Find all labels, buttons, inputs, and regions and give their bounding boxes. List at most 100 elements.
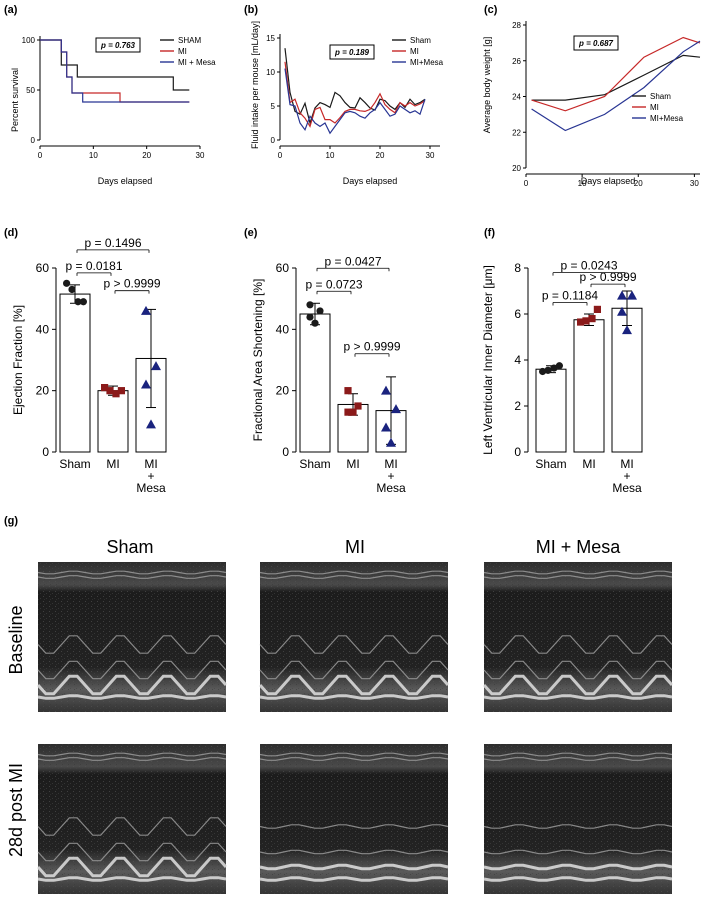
chart-f-comparison-label-1: p > 0.9999	[579, 270, 636, 284]
echo-tile-1-0-band-5	[37, 876, 227, 882]
chart-e-ytick-label: 60	[276, 261, 290, 275]
chart-b-ylabel: Fluid intake per mouse [mL/day]	[250, 21, 260, 149]
echo-tile-0-0-band-1	[37, 575, 227, 579]
chart-d-point-0-1	[68, 285, 76, 294]
echo-tile-1-1-band-5	[259, 876, 449, 882]
chart-e-point-2-3	[386, 437, 396, 447]
echo-tile-0-2-band-3	[483, 660, 673, 680]
echo-tile-0-2-band-5	[483, 694, 673, 700]
chart-e-ytick-label: 40	[276, 322, 290, 336]
echo-tile-0-2-band-0	[483, 570, 673, 575]
echo-tile-1-0-band-2	[37, 817, 227, 836]
echo-tile-0-1-band-1	[259, 575, 449, 579]
chart-a-xtick-label: 20	[142, 151, 151, 160]
echo-col-mi-mesa: MI + Mesa	[536, 537, 622, 557]
chart-f-xlabel-1: MI	[582, 457, 595, 471]
chart-c-ytick-label: 28	[512, 21, 521, 30]
chart-d-comparison-label-2: p = 0.1496	[84, 236, 141, 250]
chart-b-xtick-label: 10	[326, 151, 335, 160]
echo-tile-1-1-band-3	[259, 849, 449, 855]
chart-b-fluid-intake: Fluid intake per mouse [mL/day] Days ela…	[250, 21, 444, 186]
chart-d-point-2-0	[141, 305, 151, 315]
chart-a-xlabel: Days elapsed	[98, 176, 153, 186]
panel-label-e: (e)	[244, 227, 258, 239]
chart-d-xlabel-1: MI	[106, 457, 119, 471]
chart-b-series-line-2	[284, 68, 426, 135]
chart-e-comparison-label-1: p > 0.9999	[343, 340, 400, 354]
chart-f-ytick-label: 0	[514, 445, 521, 459]
chart-e-point-1-2	[344, 408, 352, 416]
chart-a-ytick-label: 50	[26, 86, 35, 95]
chart-b-ytick-label: 15	[266, 34, 275, 43]
chart-a-survival: Percent survival Days elapsed p = 0.763 …	[10, 36, 216, 186]
chart-d-point-1-3	[117, 387, 125, 395]
echo-tile-1-0-band-0	[37, 752, 227, 757]
chart-e-point-2-1	[391, 404, 401, 414]
chart-a-ytick-label: 0	[31, 136, 36, 145]
chart-f-xlabel-0: Sham	[535, 457, 566, 471]
chart-d-bar-0	[59, 293, 91, 453]
chart-d-bar-1	[97, 390, 129, 453]
chart-e-point-0-1	[316, 307, 324, 315]
chart-f-xlabel-2-c: Mesa	[612, 481, 642, 495]
echo-tile-1-2-band-4	[483, 863, 673, 871]
echo-tile-1-0-band-4	[36, 856, 228, 878]
chart-a-legend-label-2: MI + Mesa	[178, 58, 216, 67]
echo-row-28d: 28d post MI	[6, 763, 26, 857]
echo-tile-1-1-band-2	[259, 824, 449, 829]
chart-f-point-0-1	[544, 366, 552, 374]
chart-f-point-2-3	[622, 325, 632, 335]
chart-f-bar-0	[535, 368, 567, 453]
chart-a-pvalue: p = 0.763	[100, 41, 136, 50]
panel-label-f: (f)	[484, 227, 495, 239]
chart-d-xlabel-2-a: MI	[144, 457, 157, 471]
echo-tile-1-2-band-3	[483, 849, 673, 855]
chart-f-point-0-2	[550, 364, 558, 372]
panel-label-d: (d)	[4, 227, 18, 239]
chart-f-comparison-label-2: p = 0.0243	[560, 259, 617, 273]
chart-b-legend-label-1: MI	[410, 47, 419, 56]
echo-tile-0-0-band-4	[36, 674, 228, 696]
chart-d-point-2-1	[151, 361, 161, 371]
chart-b-ytick-label: 0	[271, 136, 276, 145]
echo-tile-1-0-band-1	[37, 757, 227, 761]
chart-c-legend-label-2: MI+Mesa	[650, 114, 684, 123]
echo-tile-1-1-band-1	[259, 757, 449, 761]
echo-tile-0-0-band-0	[37, 570, 227, 575]
chart-e-point-1-0	[344, 387, 352, 395]
chart-c-legend-label-1: MI	[650, 103, 659, 112]
chart-c-body-weight: Average body weight [g] Days elapsed p =…	[482, 21, 701, 188]
echo-col-mi: MI	[345, 537, 365, 557]
chart-f-ytick-label: 4	[514, 353, 521, 367]
chart-a-legend-label-1: MI	[178, 47, 187, 56]
chart-c-ylabel: Average body weight [g]	[482, 37, 492, 133]
chart-c-xtick-label: 0	[524, 179, 529, 188]
chart-c-series-line-0	[531, 54, 701, 101]
chart-c-series-line-1	[531, 36, 701, 112]
chart-e-point-0-0	[306, 301, 314, 309]
echo-tile-1-2-band-2	[483, 824, 673, 829]
echo-tile-1-0-band-3	[37, 842, 227, 862]
chart-a-legend-label-0: SHAM	[178, 36, 201, 45]
chart-a-ytick-label: 100	[22, 36, 36, 45]
chart-f-point-1-1	[582, 317, 590, 325]
echo-tile-1-1-band-0	[259, 752, 449, 757]
echo-tile-1-1-texture	[260, 744, 448, 894]
chart-a-series-line-2	[40, 39, 190, 103]
echo-col-sham: Sham	[106, 537, 153, 557]
chart-e-point-1-1	[354, 402, 362, 410]
chart-d-comparison-label-1: p > 0.9999	[103, 277, 160, 291]
chart-f-point-2-0	[617, 290, 627, 300]
chart-a-xtick-label: 10	[89, 151, 98, 160]
echo-tile-0-1-band-3	[259, 660, 449, 680]
echo-tile-0-1-band-2	[259, 635, 449, 654]
chart-c-ytick-label: 26	[512, 57, 521, 66]
chart-b-pvalue: p = 0.189	[334, 48, 370, 57]
chart-d-ytick-label: 40	[36, 322, 50, 336]
chart-c-legend-label-0: Sham	[650, 92, 671, 101]
chart-d-point-2-2	[141, 379, 151, 389]
echo-panel: Sham MI MI + Mesa Baseline 28d post MI	[6, 537, 674, 894]
chart-d-point-1-0	[101, 384, 109, 392]
